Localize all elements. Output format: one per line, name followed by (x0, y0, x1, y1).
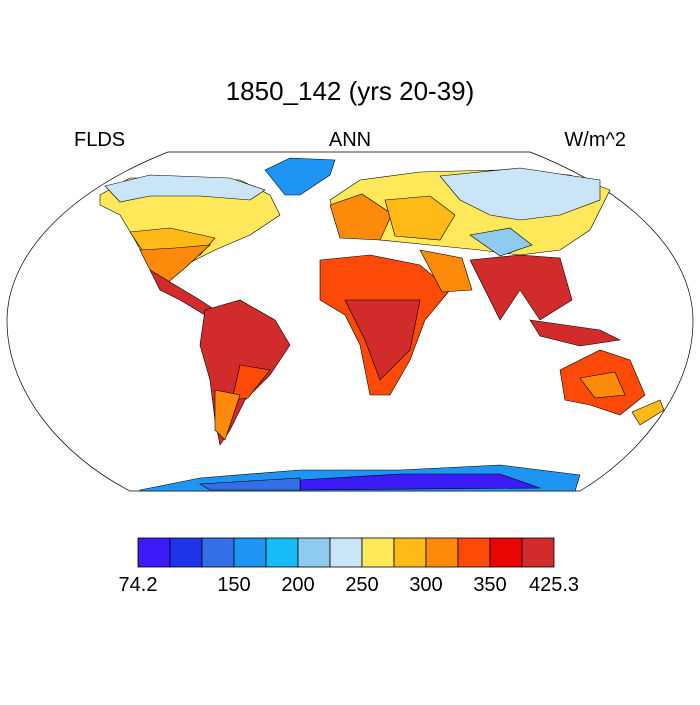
colorbar-label: 250 (345, 574, 378, 596)
colorbar-box (297, 537, 331, 568)
colorbar-box (489, 537, 523, 568)
colorbar-box (265, 537, 299, 568)
colorbar-box (137, 537, 171, 568)
center-label: ANN (329, 129, 371, 151)
land (579, 371, 626, 399)
colorbar-box (233, 537, 267, 568)
left-label: FLDS (74, 129, 125, 151)
right-label: W/m^2 (564, 129, 626, 151)
colorbar-label: 300 (409, 574, 442, 596)
land (469, 254, 573, 321)
colorbar-box (425, 537, 459, 568)
land (264, 157, 336, 196)
colorbar-box (361, 537, 395, 568)
land (231, 364, 271, 401)
land (214, 389, 241, 441)
land (344, 299, 421, 381)
colorbar-box (201, 537, 235, 568)
colorbar-label: 350 (473, 574, 506, 596)
colorbar-label: 425.3 (529, 574, 579, 596)
land (199, 477, 301, 491)
land (104, 174, 266, 203)
land (469, 227, 533, 257)
colorbar-box (169, 537, 203, 568)
colorbar-box (393, 537, 427, 568)
colorbar-label: 150 (217, 574, 250, 596)
map (6, 151, 694, 492)
title: 1850_142 (yrs 20-39) (226, 76, 475, 106)
colorbar-label: 74.2 (119, 574, 158, 596)
land (419, 249, 473, 293)
land (439, 167, 601, 221)
colorbar-box (329, 537, 363, 568)
land (329, 193, 393, 241)
colorbar-label: 200 (281, 574, 314, 596)
land (631, 399, 665, 426)
land (529, 319, 621, 347)
colorbar: 74.2 150 200 250 300 350 425.3 (119, 537, 579, 596)
colorbar-box (521, 537, 555, 568)
land (384, 195, 456, 241)
colorbar-box (457, 537, 491, 568)
